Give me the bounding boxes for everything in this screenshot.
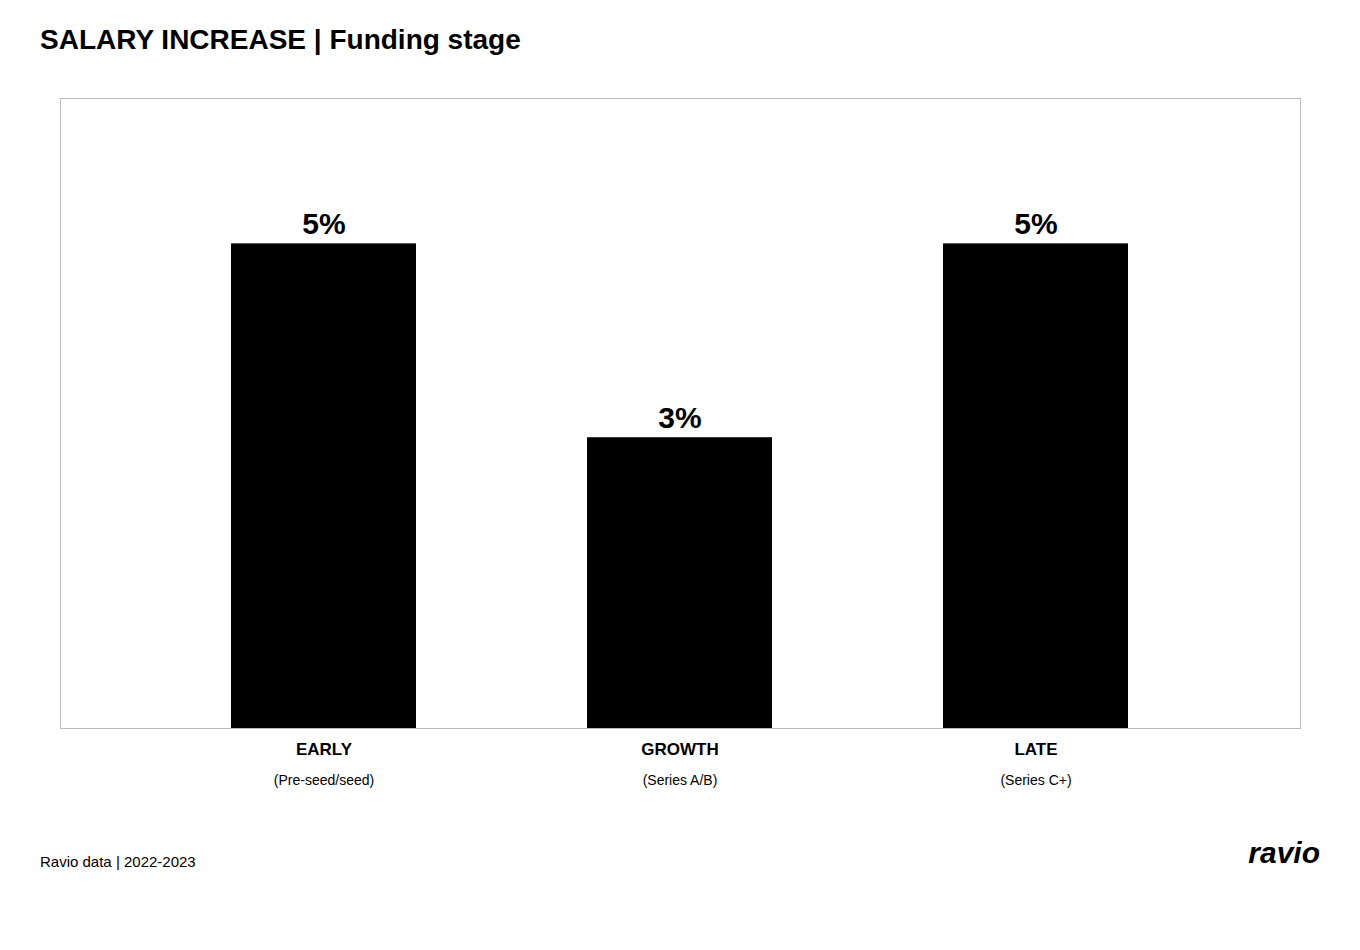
html-text:ravio: ravio [1248, 836, 1320, 869]
svg-text:5%: 5% [302, 207, 345, 240]
svg-text:(Series A/B): (Series A/B) [643, 772, 718, 788]
svg-text:(Pre-seed/seed): (Pre-seed/seed) [274, 772, 374, 788]
svg-text:3%: 3% [658, 401, 701, 434]
html-text:Ravio data | 2022-2023: Ravio data | 2022-2023 [40, 853, 196, 870]
svg-text:LATE: LATE [1014, 740, 1057, 759]
svg-text:EARLY: EARLY [296, 740, 353, 759]
svg-text:GROWTH: GROWTH [641, 740, 718, 759]
svg-text:(Series C+): (Series C+) [1000, 772, 1071, 788]
svg-text:5%: 5% [1014, 207, 1057, 240]
html-text:SALARY INCREASE | Funding stag: SALARY INCREASE | Funding stage [40, 24, 521, 55]
